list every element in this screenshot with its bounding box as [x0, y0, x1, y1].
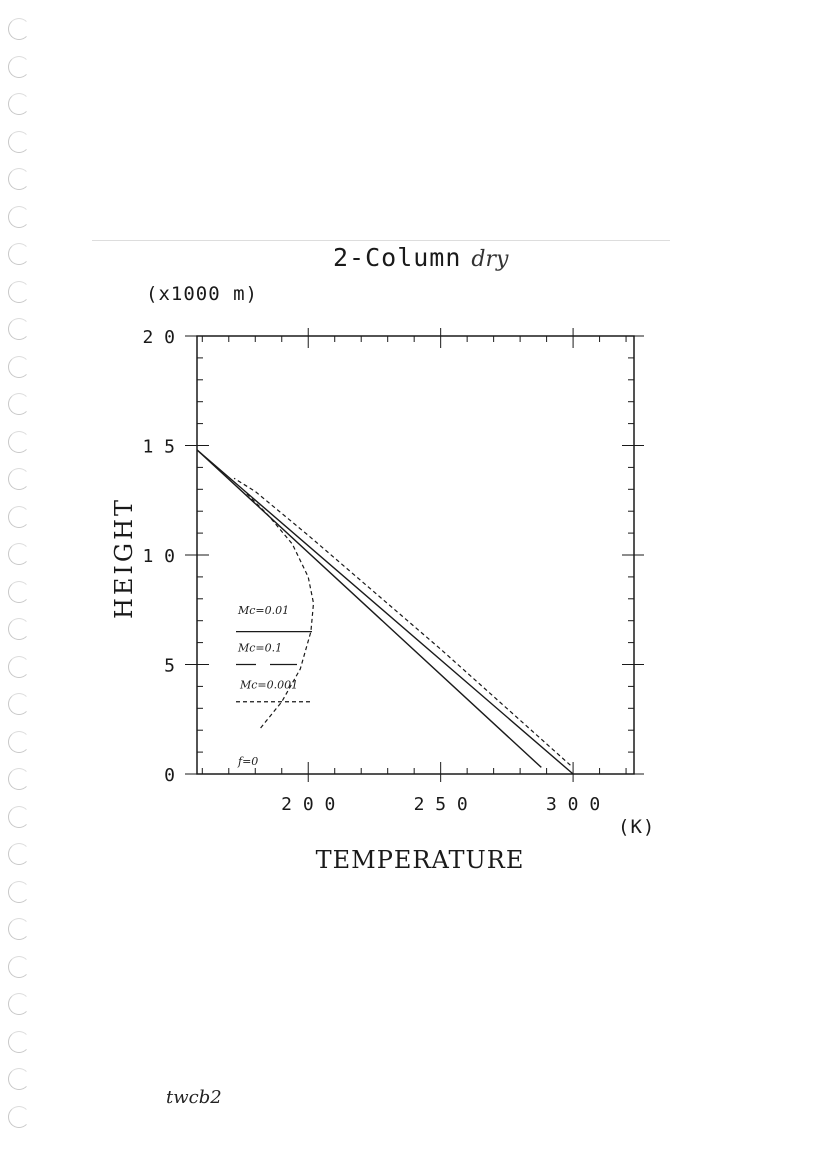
binder-hole — [8, 243, 30, 265]
binder-hole — [8, 580, 30, 603]
y-tick-label: 1 5 — [142, 437, 175, 458]
binder-hole — [8, 168, 30, 190]
binder-holes — [8, 18, 38, 1138]
series-line-1 — [196, 449, 542, 768]
binder-hole — [8, 618, 30, 640]
binder-hole — [8, 93, 30, 115]
binder-hole — [8, 1030, 30, 1053]
x-axis-label: TEMPERATURE — [315, 846, 525, 874]
binder-hole — [8, 693, 30, 715]
chart-title-note: dry — [471, 247, 509, 272]
binder-hole — [8, 205, 30, 228]
legend-label-0: Mc=0.01 — [237, 604, 289, 617]
y-tick-label: 5 — [164, 656, 175, 677]
binder-hole — [8, 18, 30, 40]
top-rule — [92, 240, 670, 241]
chart-title-text: 2-Column — [333, 243, 462, 272]
binder-hole — [8, 393, 30, 415]
binder-hole — [8, 280, 30, 303]
binder-hole — [8, 805, 30, 828]
legend-label-1: Mc=0.1 — [237, 641, 282, 654]
binder-hole — [8, 355, 30, 378]
binder-hole — [8, 468, 30, 490]
binder-hole — [8, 430, 30, 453]
binder-hole — [8, 955, 30, 978]
binder-hole — [8, 843, 30, 865]
series-line-2 — [233, 477, 571, 766]
x-axis-unit: (K) — [618, 816, 656, 838]
y-tick-label: 0 — [164, 765, 175, 786]
y-axis-unit: (x1000 m) — [146, 283, 258, 305]
binder-hole — [8, 993, 30, 1015]
binder-hole — [8, 918, 30, 940]
binder-hole — [8, 318, 30, 340]
binder-hole — [8, 505, 30, 528]
binder-hole — [8, 730, 30, 753]
handwritten-footnote: twcb2 — [166, 1087, 222, 1108]
binder-hole — [8, 880, 30, 903]
series-line-3 — [244, 491, 315, 729]
binder-hole — [8, 655, 30, 678]
plot-frame — [196, 335, 635, 775]
binder-hole — [8, 1068, 30, 1090]
binder-hole — [8, 130, 30, 153]
binder-hole — [8, 543, 30, 565]
x-tick-label: 2 5 0 — [414, 794, 468, 815]
binder-hole — [8, 768, 30, 790]
legend-label-3: f=0 — [237, 755, 258, 768]
chart-title: 2-Column dry — [333, 243, 593, 281]
y-tick-label: 2 0 — [142, 327, 175, 348]
y-tick-label: 1 0 — [142, 546, 175, 567]
x-tick-label: 2 0 0 — [281, 794, 335, 815]
series-line-0 — [196, 449, 574, 775]
binder-hole — [8, 55, 30, 78]
binder-hole — [8, 1105, 30, 1128]
legend-label-2: Mc=0.001 — [239, 679, 298, 692]
x-tick-label: 3 0 0 — [546, 794, 600, 815]
